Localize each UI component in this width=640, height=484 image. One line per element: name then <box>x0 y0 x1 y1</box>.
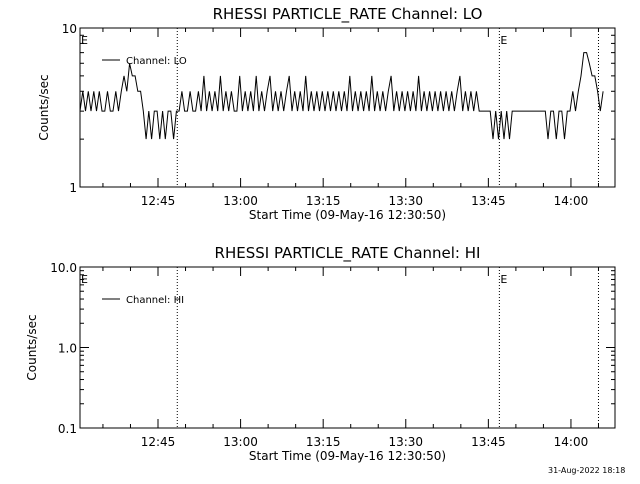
eclipse-mark: E <box>81 34 88 47</box>
x-tick-label: 13:30 <box>388 435 423 449</box>
eclipse-mark: E <box>500 34 507 47</box>
eclipse-mark: E <box>500 273 507 286</box>
y-tick-label: 1 <box>69 181 77 195</box>
x-tick-label: 12:45 <box>141 435 176 449</box>
y-tick-label: 0.1 <box>58 422 77 436</box>
series-line <box>79 52 604 140</box>
y-tick-label: 1.0 <box>58 342 77 356</box>
legend-label: Channel: HI <box>126 295 184 306</box>
y-axis-label: Counts/sec <box>25 314 39 380</box>
y-tick-label: 10.0 <box>50 261 77 275</box>
y-tick-label: 10 <box>62 22 77 36</box>
eclipse-mark: E <box>81 273 88 286</box>
x-tick-label: 13:00 <box>223 435 258 449</box>
x-tick-label: 13:00 <box>223 194 258 208</box>
plot-frame <box>79 266 616 429</box>
x-axis-label: Start Time (09-May-16 12:30:50) <box>249 449 446 463</box>
x-tick-label: 14:00 <box>554 435 589 449</box>
x-axis-label: Start Time (09-May-16 12:30:50) <box>249 208 446 222</box>
x-tick-label: 13:15 <box>306 435 341 449</box>
x-tick-label: 12:45 <box>141 194 176 208</box>
y-axis-label: Counts/sec <box>37 74 51 140</box>
chart-panel-2: RHESSI PARTICLE_RATE Channel: HI 10.0 1.0 0… <box>25 244 616 463</box>
chart-title: RHESSI PARTICLE_RATE Channel: HI <box>215 244 481 263</box>
chart-title: RHESSI PARTICLE_RATE Channel: LO <box>213 5 483 24</box>
legend-label: Channel: LO <box>126 56 187 67</box>
x-tick-label: 13:45 <box>471 194 506 208</box>
footer-timestamp: 31-Aug-2022 18:18 <box>548 466 626 475</box>
x-tick-label: 13:45 <box>471 435 506 449</box>
x-tick-label: 13:15 <box>306 194 341 208</box>
plot-frame <box>79 27 616 188</box>
x-tick-label: 13:30 <box>388 194 423 208</box>
chart-panel-1: RHESSI PARTICLE_RATE Channel: LO 10 1 12:45… <box>37 5 616 222</box>
x-tick-label: 14:00 <box>554 194 589 208</box>
